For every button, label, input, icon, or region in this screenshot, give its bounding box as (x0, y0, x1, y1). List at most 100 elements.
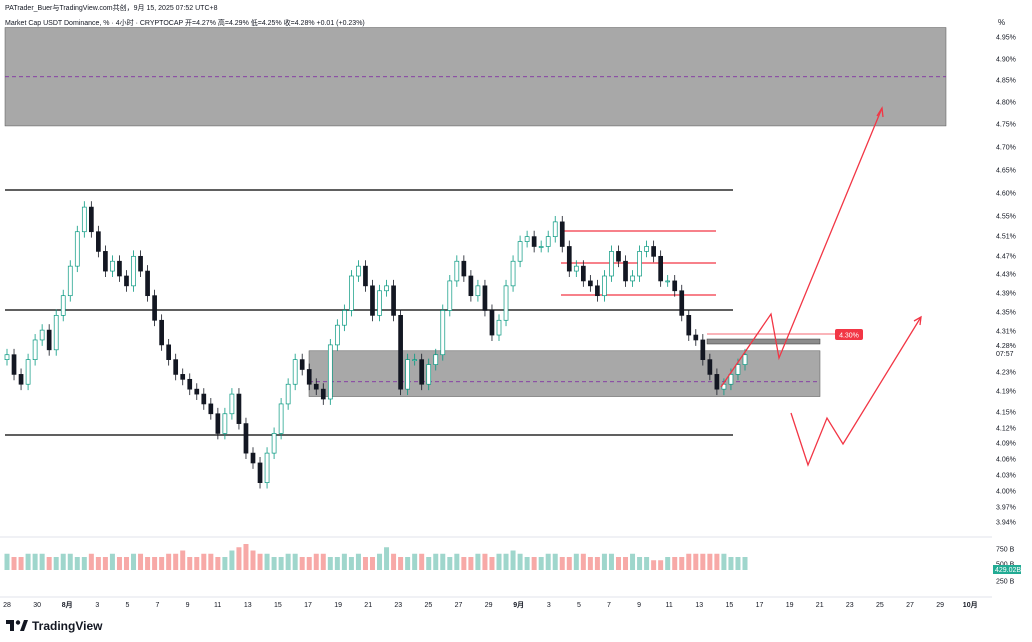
bullish-projection-path (720, 107, 883, 388)
volume-bar (131, 553, 137, 570)
volume-bar (95, 557, 101, 570)
candle-body (538, 246, 544, 248)
volume-bar (88, 553, 94, 570)
volume-bar (74, 557, 80, 570)
volume-bar (384, 547, 390, 570)
candle-body (292, 359, 298, 385)
volume-bar (341, 553, 347, 570)
candle-body (644, 246, 649, 252)
candle-body (356, 265, 361, 277)
candle-body (110, 260, 115, 272)
volume-bar (81, 557, 87, 570)
candle-body (475, 285, 481, 297)
candle-body (405, 359, 410, 390)
volume-bar (419, 553, 425, 570)
time-tick-label: 15 (274, 602, 282, 609)
time-tick-label: 9 (186, 602, 190, 609)
time-tick-label: 7 (607, 602, 611, 609)
candle-body (714, 374, 720, 390)
volume-bar (278, 557, 284, 570)
unit-label: % (998, 18, 1006, 27)
volume-bar (369, 557, 375, 570)
volume-bar (292, 553, 298, 570)
time-tick-label: 19 (334, 602, 342, 609)
candle-body (580, 265, 586, 282)
volume-bar (222, 557, 228, 570)
time-tick-label: 21 (364, 602, 372, 609)
chart-author: PATrader_Buer与TradingView.com共创，9月 15, 2… (5, 5, 218, 12)
volume-bar (601, 553, 607, 570)
time-tick-label: 11 (214, 602, 221, 609)
volume-bar (201, 553, 207, 570)
candle-body (194, 388, 200, 395)
range-zone (308, 350, 821, 397)
candle-body (285, 383, 291, 405)
time-tick-label: 17 (304, 602, 312, 609)
candle-body (67, 265, 73, 297)
candle-body (398, 315, 403, 390)
time-tick-label: 17 (756, 602, 764, 609)
volume-bar (313, 553, 319, 570)
volume-bar (552, 553, 558, 570)
price-tick-label: 4.85% (996, 78, 1016, 85)
volume-bar (496, 553, 502, 570)
volume-bar (475, 553, 481, 570)
price-tick-label: 4.12% (996, 426, 1016, 433)
candle-body (742, 354, 748, 365)
volume-bar (306, 557, 312, 570)
volume-bar (299, 557, 305, 570)
candle-body (531, 236, 537, 247)
volume-bar (355, 553, 361, 570)
candle-body (229, 393, 235, 415)
candle-body (609, 251, 614, 277)
volume-bar (152, 557, 158, 570)
volume-bar (236, 547, 242, 570)
volume-bar (25, 553, 31, 570)
time-tick-label: 10月 (963, 601, 978, 609)
volume-bar (644, 557, 650, 570)
volume-bar (271, 557, 277, 570)
volume-bar (545, 553, 551, 570)
candle-body (81, 206, 87, 233)
volume-bar (531, 557, 537, 570)
volume-bar (166, 553, 172, 570)
candle-body (201, 393, 207, 405)
candle-body (138, 255, 143, 272)
candle-body (25, 359, 31, 385)
time-tick-label: 5 (577, 602, 581, 609)
candle-body (672, 280, 678, 292)
time-tick-label: 15 (726, 602, 734, 609)
volume-bar (630, 553, 636, 570)
volume-bar (32, 553, 38, 570)
volume-bar (334, 557, 340, 570)
arrow-head-icon (913, 315, 922, 326)
price-tick-label: 4.43% (996, 272, 1016, 279)
candle-body (152, 295, 157, 321)
volume-bar (665, 557, 671, 570)
candle-body (602, 275, 607, 297)
time-tick-label: 23 (394, 602, 402, 609)
candle-body (412, 359, 418, 361)
tradingview-brand[interactable]: TradingView (6, 619, 102, 633)
candle-body (243, 423, 249, 454)
price-tick-label: 4.55% (996, 214, 1016, 221)
candle-body (377, 290, 382, 316)
candle-body (103, 251, 108, 272)
candle-body (18, 374, 24, 385)
price-tick-label: 4.15% (996, 410, 1016, 417)
candle-body (517, 241, 523, 262)
candle-body (363, 265, 368, 287)
candle-body (651, 246, 656, 257)
volume-bar (693, 553, 699, 570)
candle-body (278, 403, 284, 434)
candle-body (342, 310, 347, 326)
volume-bar (187, 557, 193, 570)
volume-tick-label: 750 B (996, 547, 1015, 554)
volume-bar (377, 553, 383, 570)
price-tick-label: 4.09% (996, 441, 1016, 448)
symbol-info[interactable]: Market Cap USDT Dominance, % · 4小时 · CRY… (5, 20, 365, 27)
candle-body (11, 354, 17, 375)
candle-body (32, 339, 38, 360)
volume-bar (215, 557, 221, 570)
